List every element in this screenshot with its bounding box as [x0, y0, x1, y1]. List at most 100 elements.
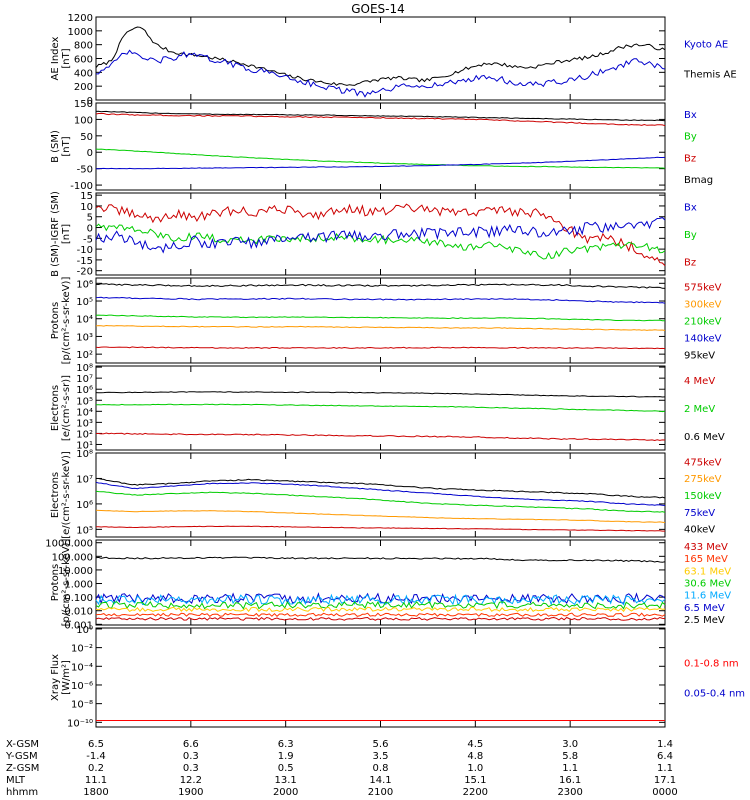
series-line-themis-ae: [95, 26, 666, 86]
legend-entry: 275keV: [684, 474, 722, 485]
y-tick-label: 0: [87, 224, 93, 235]
y-tick-label: 10⁻⁸: [71, 700, 93, 711]
ephemeris-value: 3.0: [562, 739, 578, 750]
ephemeris-value: 16.1: [559, 775, 581, 786]
y-tick-label: -20: [77, 267, 93, 278]
series-line-210kev: [95, 314, 666, 322]
y-tick-label: 10²: [76, 429, 93, 440]
y-tick-label: 100.000: [52, 552, 93, 563]
ephemeris-value: 0.3: [183, 763, 199, 774]
y-tick-label: 10¹: [76, 440, 93, 451]
legend-entry: 4 MeV: [684, 376, 715, 387]
legend-entry: 2.5 MeV: [684, 615, 725, 626]
ephemeris-value: 6.3: [278, 739, 294, 750]
ephemeris-value: 0.5: [278, 763, 294, 774]
ephemeris-value: 6.4: [657, 751, 673, 762]
legend-entry: 150keV: [684, 491, 722, 502]
panel-bsm: -100 -50 0 50 100 150 B (SM)[nT] Bx By Bz Bmag: [50, 99, 713, 192]
y-axis-title: B (SM)[nT]: [50, 130, 72, 163]
legend-entry: Bz: [684, 153, 696, 164]
panel-frame: [95, 277, 666, 364]
y-tick-label: 1.000: [64, 580, 93, 591]
series-line-bx: [96, 156, 666, 170]
panel-frame: [95, 16, 666, 101]
y-tick-label: 10⁶: [76, 279, 93, 290]
y-tick-label: 10⁴: [76, 407, 93, 418]
series-line-4-mev: [96, 432, 666, 442]
legend-entry: 140keV: [684, 334, 722, 345]
ephemeris-value: 5.8: [562, 751, 578, 762]
panel-ae: 0 200 400 600 800 1000 1200 AE Index[nT] Kyoto A…: [50, 13, 737, 107]
ephemeris-value: 2000: [273, 787, 298, 798]
ephemeris-value: 0.3: [183, 751, 199, 762]
ephemeris-value: 0.2: [88, 763, 104, 774]
y-tick-label: -15: [77, 256, 93, 267]
y-tick-label: 10⁸: [76, 363, 93, 374]
y-tick-label: 800: [74, 41, 93, 52]
series-line-0-6-mev: [95, 391, 666, 398]
y-tick-label: -10: [77, 245, 93, 256]
y-tick-label: 10⁵: [76, 396, 93, 407]
ephemeris-value: 1.9: [278, 751, 294, 762]
legend-entry: 300keV: [684, 300, 722, 311]
y-tick-label: 10⁶: [76, 500, 93, 511]
y-axis-title: Protons[p/(cm²-s-sr-keV)]: [50, 539, 72, 627]
chart-title: GOES-14: [351, 2, 405, 16]
ephemeris-value: 3.5: [373, 751, 389, 762]
series-line-2-mev: [96, 403, 666, 413]
y-tick-label: 600: [74, 55, 93, 66]
y-tick-label: 1200: [68, 13, 93, 24]
y-tick-label: 10⁴: [76, 315, 93, 326]
y-tick-label: 10⁻²: [71, 644, 93, 655]
y-tick-label: 10⁰: [76, 625, 93, 636]
legend-entry: Bz: [684, 257, 696, 268]
legend-entry: By: [684, 230, 697, 241]
legend-entry: Bx: [684, 110, 697, 121]
series-line-150kev: [95, 490, 666, 513]
ephemeris-value: 1.1: [657, 763, 673, 774]
series-line-63-1-mev: [95, 606, 666, 613]
series-line-30-6-mev: [95, 601, 666, 610]
ephemeris-value: 1.0: [467, 763, 483, 774]
legend-entry: 40keV: [684, 525, 715, 536]
series-line-165-mev: [95, 612, 666, 617]
ephemeris-value: 0000: [652, 787, 677, 798]
y-tick-label: 1000.000: [45, 539, 93, 550]
ephemeris-value: 1900: [178, 787, 203, 798]
series-line-40kev: [96, 478, 666, 499]
y-tick-label: -100: [70, 181, 93, 192]
y-tick-label: 10⁵: [76, 525, 93, 536]
legend-entry: 75keV: [684, 508, 715, 519]
ephemeris-value: 2200: [463, 787, 488, 798]
legend-entry: 63.1 MeV: [684, 566, 731, 577]
legend-entry: 165 MeV: [684, 554, 728, 565]
y-axis-title: AE Index[nT]: [50, 36, 72, 80]
y-tick-label: 15: [80, 191, 93, 202]
ephemeris-value: 11.1: [85, 775, 107, 786]
ephemeris-value: 4.8: [467, 751, 483, 762]
panel-frame: [95, 627, 666, 728]
y-tick-label: 10⁸: [76, 449, 93, 460]
panel-frame: [95, 365, 666, 451]
y-axis-title: Electrons[e/(cm²-s-sr)]: [50, 375, 72, 441]
ephemeris-label: Z-GSM: [6, 763, 39, 774]
panel-xray: 10⁻¹⁰ 10⁻⁸ 10⁻⁶ 10⁻⁴ 10⁻² 10⁰ Xray Flux[W/m²] 0…: [50, 625, 745, 729]
legend-entry: Kyoto AE: [684, 40, 728, 51]
legend-entry: 0.1-0.8 nm: [684, 659, 739, 670]
ephemeris-value: 0.8: [373, 763, 389, 774]
ephemeris-value: 15.1: [464, 775, 486, 786]
y-tick-label: 10⁻⁴: [71, 662, 93, 673]
ephemeris-value: 13.1: [275, 775, 297, 786]
y-tick-label: 10⁷: [76, 374, 93, 385]
y-tick-label: 10⁷: [76, 474, 93, 485]
y-tick-label: 0.001: [64, 620, 93, 631]
y-tick-label: -50: [77, 165, 93, 176]
ephemeris-label: Y-GSM: [5, 751, 38, 762]
y-axis-title: Xray Flux[W/m²]: [50, 654, 72, 701]
ephemeris-value: 6.5: [88, 739, 104, 750]
legend-entry: Bx: [684, 203, 697, 214]
ephemeris-value: 1.1: [562, 763, 578, 774]
ephemeris-label: MLT: [6, 775, 26, 786]
ephemeris-value: 5.6: [373, 739, 389, 750]
